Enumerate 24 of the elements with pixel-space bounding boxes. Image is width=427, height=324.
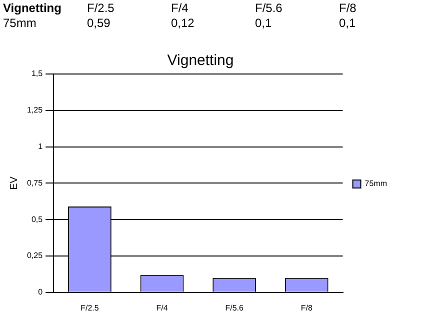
- y-tick-label: 1,5: [31, 69, 44, 78]
- chart-title: Vignetting: [3, 0, 62, 14]
- category-label: F/5.6: [255, 0, 282, 14]
- y-tick-label: 0,5: [31, 214, 44, 224]
- category-label: F/8: [339, 0, 356, 14]
- y-tick-label: 0,75: [26, 178, 44, 188]
- legend-label: 75mm: [364, 179, 388, 188]
- text: 0,1: [255, 16, 272, 30]
- y-tick-label: 1: [38, 142, 44, 152]
- x-tick-label: F/4: [156, 303, 168, 312]
- y-tick-label: 0: [38, 288, 44, 297]
- x-tick-label: F/8: [300, 303, 313, 312]
- y-tick-label: 1,25: [26, 106, 44, 115]
- category-label: F/2.5: [87, 0, 114, 14]
- text: 0,1: [339, 16, 356, 30]
- text: 75mm: [3, 16, 36, 30]
- category-label: F/4: [171, 0, 188, 14]
- y-axis-title: EV: [8, 176, 20, 190]
- x-tick-label: F/5.6: [225, 303, 244, 312]
- text: 0,12: [171, 16, 194, 30]
- chart-title: Vignetting: [167, 52, 234, 70]
- text: 0,59: [87, 16, 110, 30]
- x-tick-label: F/2.5: [80, 303, 100, 312]
- y-tick-label: 0,25: [26, 251, 44, 260]
